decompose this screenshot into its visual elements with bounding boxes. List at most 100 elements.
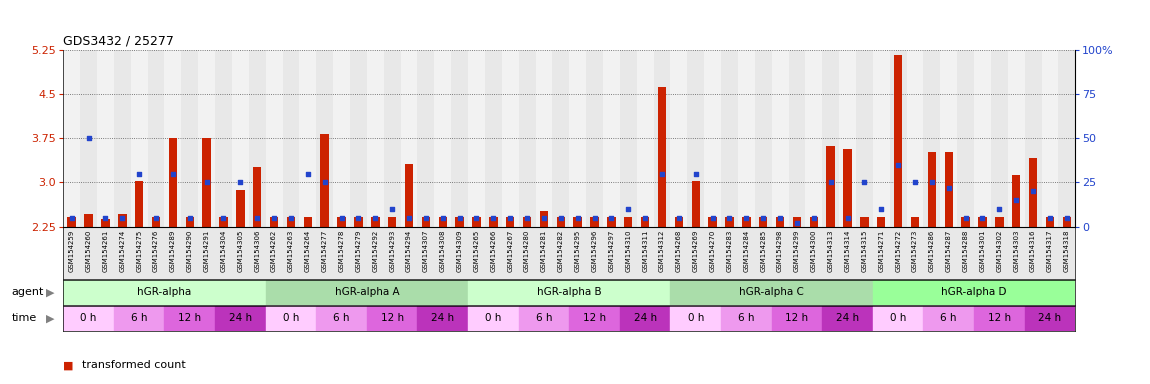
Point: [856, 179, 874, 185]
Text: GSM154308: GSM154308: [439, 230, 446, 272]
Bar: [776, 217, 784, 227]
Bar: [236, 190, 245, 227]
Text: agent: agent: [12, 287, 44, 298]
Bar: [877, 217, 886, 227]
Text: GSM154261: GSM154261: [102, 230, 108, 272]
Bar: [321, 134, 329, 227]
Bar: [1058, 227, 1075, 279]
Bar: [603, 50, 620, 227]
Bar: [810, 217, 818, 227]
Text: 0 h: 0 h: [890, 313, 906, 323]
Bar: [367, 227, 384, 279]
Bar: [202, 137, 210, 227]
Bar: [164, 306, 215, 331]
Point: [1058, 215, 1076, 221]
Bar: [451, 50, 468, 227]
Bar: [941, 50, 957, 227]
Text: GSM154316: GSM154316: [1030, 230, 1036, 272]
Bar: [624, 217, 632, 227]
Point: [552, 215, 570, 221]
Text: GSM154310: GSM154310: [626, 230, 631, 272]
Text: transformed count: transformed count: [82, 360, 185, 370]
Text: hGR-alpha B: hGR-alpha B: [537, 287, 601, 298]
Text: hGR-alpha D: hGR-alpha D: [942, 287, 1006, 298]
Text: GSM154289: GSM154289: [170, 230, 176, 272]
Bar: [286, 217, 296, 227]
Text: hGR-alpha: hGR-alpha: [137, 287, 192, 298]
Bar: [220, 217, 228, 227]
Bar: [316, 227, 333, 279]
Text: GSM154285: GSM154285: [760, 230, 766, 272]
Bar: [232, 50, 248, 227]
Bar: [468, 306, 519, 331]
Text: GSM154269: GSM154269: [692, 230, 699, 272]
Bar: [536, 227, 552, 279]
Bar: [131, 227, 147, 279]
Bar: [827, 146, 835, 227]
Bar: [675, 217, 683, 227]
Bar: [185, 217, 194, 227]
Bar: [455, 217, 463, 227]
Text: GSM154301: GSM154301: [980, 230, 986, 272]
Bar: [873, 306, 923, 331]
Point: [687, 170, 705, 177]
Bar: [620, 50, 637, 227]
Bar: [266, 280, 468, 305]
Point: [163, 170, 182, 177]
Text: 12 h: 12 h: [988, 313, 1011, 323]
Point: [248, 215, 267, 221]
Text: GSM154262: GSM154262: [271, 230, 277, 272]
Bar: [169, 137, 177, 227]
Bar: [637, 227, 653, 279]
Point: [147, 215, 166, 221]
Point: [973, 215, 991, 221]
Bar: [772, 306, 822, 331]
Point: [922, 179, 941, 185]
Bar: [334, 50, 350, 227]
Bar: [894, 55, 903, 227]
Point: [130, 170, 148, 177]
Point: [1007, 197, 1026, 203]
Bar: [789, 50, 805, 227]
Bar: [334, 227, 350, 279]
Bar: [388, 217, 397, 227]
Bar: [417, 50, 435, 227]
Text: ■: ■: [63, 360, 74, 370]
Bar: [299, 227, 316, 279]
Point: [198, 179, 216, 185]
Bar: [569, 50, 586, 227]
Bar: [266, 50, 283, 227]
Bar: [928, 152, 936, 227]
Bar: [873, 50, 890, 227]
Bar: [417, 227, 435, 279]
Point: [990, 206, 1009, 212]
Text: 24 h: 24 h: [431, 313, 454, 323]
Point: [754, 215, 773, 221]
Text: GSM154299: GSM154299: [793, 230, 800, 272]
Bar: [337, 217, 346, 227]
Bar: [316, 50, 333, 227]
Bar: [957, 227, 974, 279]
Text: GSM154273: GSM154273: [912, 230, 918, 272]
Point: [97, 215, 115, 221]
Bar: [1025, 50, 1042, 227]
Bar: [670, 306, 721, 331]
Text: GSM154277: GSM154277: [322, 230, 328, 272]
Text: GSM154303: GSM154303: [1013, 230, 1019, 272]
Point: [653, 170, 672, 177]
Bar: [590, 217, 599, 227]
Text: 0 h: 0 h: [485, 313, 501, 323]
Bar: [523, 217, 531, 227]
Point: [518, 215, 536, 221]
Bar: [1058, 50, 1075, 227]
Text: 12 h: 12 h: [178, 313, 201, 323]
Bar: [147, 50, 164, 227]
Text: GSM154260: GSM154260: [85, 230, 92, 272]
Text: 12 h: 12 h: [381, 313, 404, 323]
Bar: [974, 50, 991, 227]
Bar: [979, 217, 987, 227]
Bar: [164, 227, 182, 279]
Text: GSM154270: GSM154270: [710, 230, 715, 272]
Bar: [911, 217, 919, 227]
Bar: [400, 227, 417, 279]
